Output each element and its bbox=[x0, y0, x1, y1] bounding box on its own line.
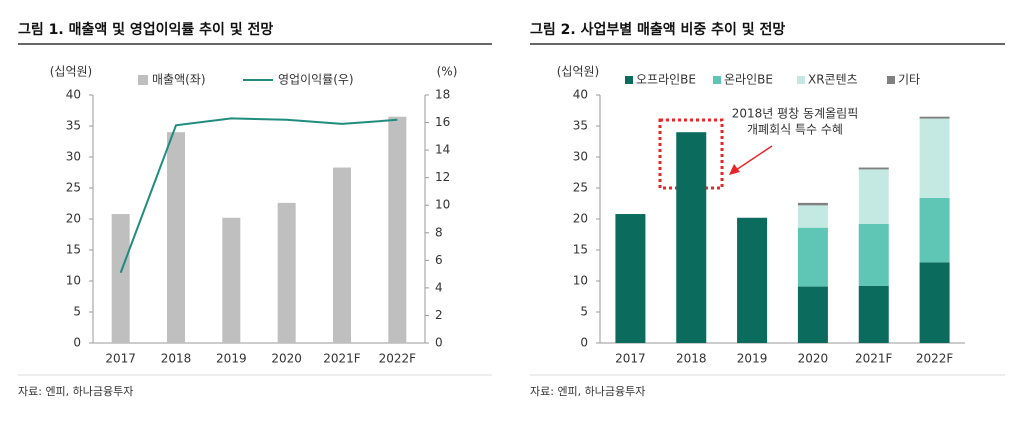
y-tick-label: 25 bbox=[573, 181, 588, 195]
bar-segment bbox=[858, 223, 889, 286]
x-tick-label: 2020 bbox=[798, 352, 829, 366]
chart-title: 그림 2. 사업부별 매출액 비중 추이 및 전망 bbox=[530, 21, 785, 38]
legend-swatch bbox=[625, 76, 633, 84]
x-tick-label: 2018 bbox=[676, 352, 707, 366]
arrow-head bbox=[729, 164, 740, 175]
line bbox=[119, 117, 398, 274]
arrow bbox=[735, 145, 773, 171]
y-axis-label: (십억원) bbox=[50, 65, 92, 79]
legend-label: 매출액(좌) bbox=[152, 73, 206, 87]
y-tick-label: 25 bbox=[66, 181, 81, 195]
bar-segment bbox=[919, 118, 950, 198]
y-tick-label: 5 bbox=[580, 305, 588, 319]
y2-tick-label: 18 bbox=[435, 88, 450, 102]
y2-tick-label: 12 bbox=[435, 170, 450, 184]
legend-swatch bbox=[797, 76, 805, 84]
y2-tick-label: 14 bbox=[435, 143, 450, 157]
x-tick-label: 2022F bbox=[379, 352, 417, 366]
y2-tick-label: 16 bbox=[435, 115, 450, 129]
bar-segment bbox=[797, 205, 828, 228]
x-tick-label: 2017 bbox=[615, 352, 646, 366]
y2-tick-label: 4 bbox=[435, 280, 443, 294]
bar-segment bbox=[919, 262, 950, 343]
bar-segment bbox=[858, 169, 889, 224]
y-tick-label: 35 bbox=[573, 119, 588, 133]
y-tick-label: 40 bbox=[66, 88, 81, 102]
y-tick-label: 20 bbox=[66, 212, 81, 226]
y-tick-label: 10 bbox=[66, 274, 81, 288]
y-tick-label: 10 bbox=[573, 274, 588, 288]
y2-tick-label: 6 bbox=[435, 253, 443, 267]
y-tick-label: 0 bbox=[73, 336, 81, 350]
y-tick-label: 15 bbox=[573, 243, 588, 257]
bar bbox=[277, 202, 296, 343]
bar-segment bbox=[858, 167, 889, 170]
legend-label: 기타 bbox=[898, 73, 920, 87]
y-tick-label: 15 bbox=[66, 243, 81, 257]
bar-segment bbox=[615, 214, 646, 343]
annotation: 개폐회식 특수 수혜 bbox=[747, 123, 843, 137]
bar-segment bbox=[676, 132, 707, 343]
y-tick-label: 40 bbox=[573, 88, 588, 102]
bar-segment bbox=[797, 286, 828, 343]
annotation: 2018년 평창 동계올림픽 bbox=[732, 107, 859, 121]
y-tick-label: 0 bbox=[580, 336, 588, 350]
bar-segment bbox=[797, 227, 828, 287]
x-tick-label: 2021F bbox=[323, 352, 361, 366]
x-tick-label: 2017 bbox=[105, 352, 136, 366]
y2-tick-label: 2 bbox=[435, 308, 443, 322]
bar-segment bbox=[919, 116, 950, 119]
legend-label: XR콘텐츠 bbox=[808, 73, 858, 87]
x-tick-label: 2021F bbox=[855, 352, 893, 366]
chart-title: 그림 1. 매출액 및 영업이익률 추이 및 전망 bbox=[18, 21, 273, 38]
y2-axis-label: (%) bbox=[437, 65, 458, 79]
source: 자료: 엔피, 하나금융투자 bbox=[530, 384, 645, 398]
bar bbox=[333, 167, 351, 343]
bar bbox=[167, 132, 185, 343]
y-tick-label: 30 bbox=[573, 150, 588, 164]
legend-label: 영업이익률(우) bbox=[278, 73, 354, 87]
legend-swatch bbox=[138, 75, 148, 85]
y-tick-label: 20 bbox=[573, 212, 588, 226]
source: 자료: 엔피, 하나금융투자 bbox=[18, 384, 133, 398]
y-tick-label: 30 bbox=[66, 150, 81, 164]
legend-swatch bbox=[713, 76, 721, 84]
y2-tick-label: 0 bbox=[435, 336, 443, 350]
bar bbox=[222, 217, 241, 343]
x-tick-label: 2022F bbox=[916, 352, 954, 366]
highlight-box bbox=[658, 118, 724, 190]
bar-segment bbox=[858, 285, 889, 343]
x-tick-label: 2019 bbox=[737, 352, 768, 366]
bar bbox=[111, 214, 130, 343]
legend-label: 온라인BE bbox=[724, 73, 773, 87]
x-tick-label: 2019 bbox=[216, 352, 247, 366]
y-tick-label: 35 bbox=[66, 119, 81, 133]
bar-segment bbox=[919, 197, 950, 263]
legend-label: 오프라인BE bbox=[636, 73, 696, 87]
y-axis-label: (십억원) bbox=[557, 65, 599, 79]
y2-tick-label: 10 bbox=[435, 198, 450, 212]
y-tick-label: 5 bbox=[73, 305, 81, 319]
bar-segment bbox=[737, 217, 768, 343]
bar-segment bbox=[797, 202, 828, 206]
y2-tick-label: 8 bbox=[435, 225, 443, 239]
legend-swatch bbox=[887, 76, 895, 84]
x-tick-label: 2020 bbox=[271, 352, 302, 366]
bar bbox=[388, 116, 407, 343]
x-tick-label: 2018 bbox=[161, 352, 192, 366]
